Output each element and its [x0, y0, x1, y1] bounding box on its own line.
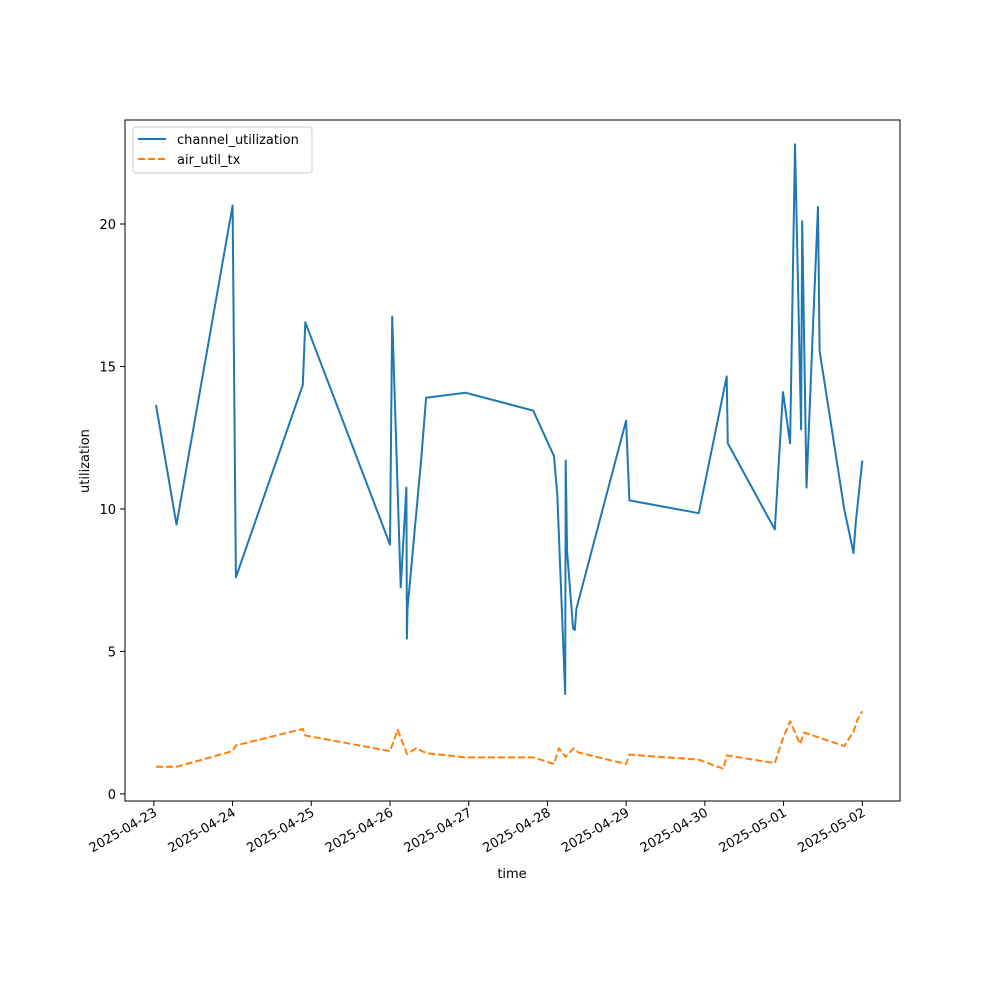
plot-series — [155, 143, 864, 770]
plot-frame — [124, 119, 901, 802]
series-line-air_util_tx — [156, 710, 864, 770]
y-axis-label: utilization — [78, 429, 93, 493]
y-tick-label: 15 — [99, 360, 116, 375]
series-line-channel_utilization — [155, 143, 864, 696]
legend: channel_utilization air_util_tx — [132, 126, 313, 174]
legend-label: channel_utilization — [177, 133, 299, 148]
y-tick-label: 20 — [99, 218, 116, 233]
x-axis-label: time — [497, 867, 526, 882]
y-tick-label: 5 — [108, 645, 116, 660]
y-axis: 0 5 10 15 20 — [99, 218, 125, 803]
legend-box — [132, 126, 313, 174]
y-tick-label: 0 — [108, 788, 116, 803]
legend-label: air_util_tx — [177, 153, 241, 168]
y-tick-label: 10 — [99, 503, 116, 518]
